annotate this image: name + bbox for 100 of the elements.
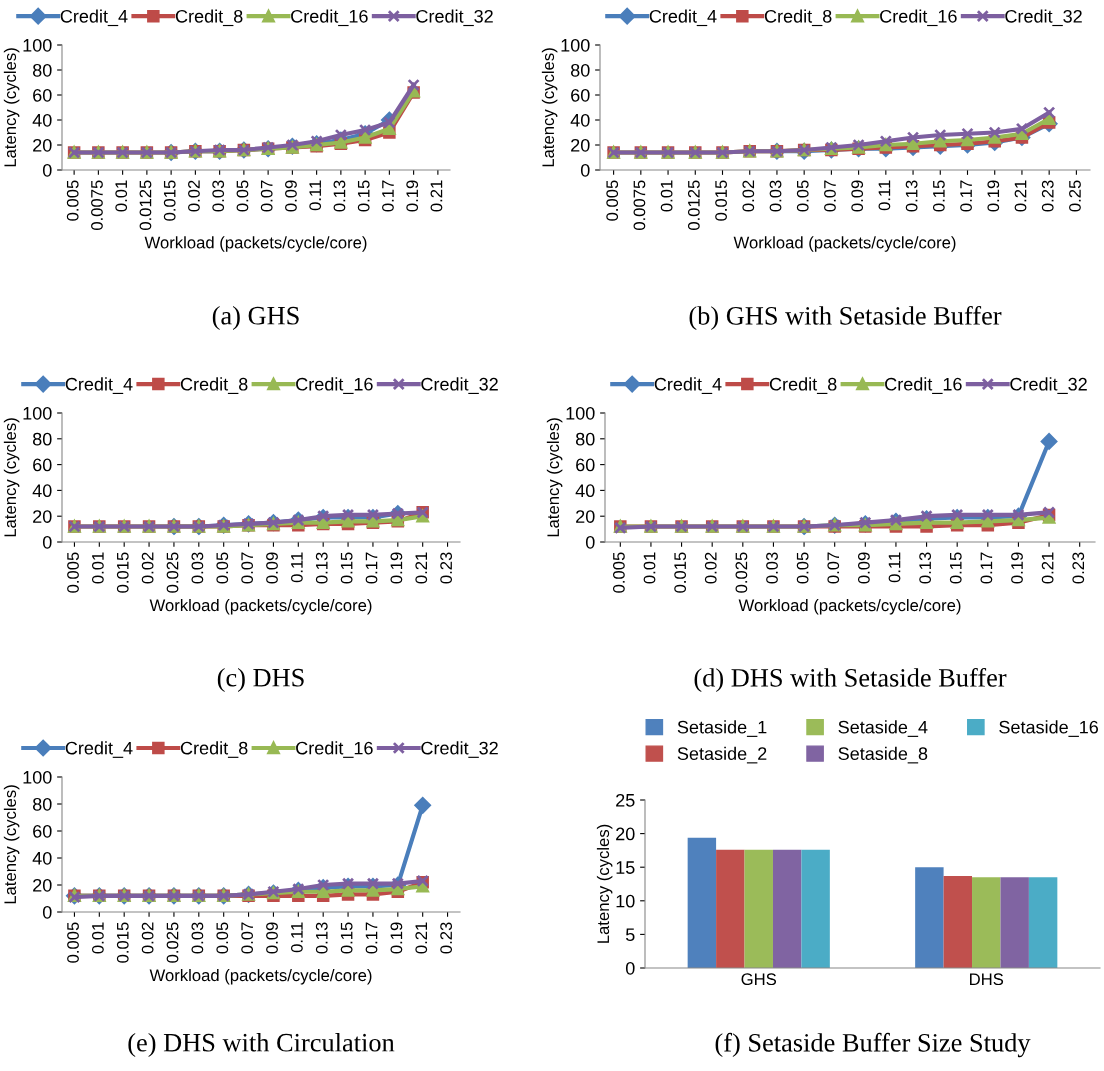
text: (c) DHS (217, 668, 304, 692)
legend-label: Credit_16 (885, 377, 962, 395)
text: (d) DHS with Setaside Buffer (694, 667, 1007, 693)
x-tick-label: 0.19 (1011, 552, 1023, 584)
legend-label: Credit_16 (291, 9, 368, 27)
x-tick-label: 0.21 (1014, 180, 1027, 212)
legend-label: Credit_4 (654, 377, 722, 395)
x-tick-label: 0.21 (430, 180, 443, 212)
x-tick-label: 0.025 (166, 552, 179, 593)
x-tick-label: 0.07 (260, 180, 273, 212)
x-tick-label: 0.11 (309, 180, 322, 211)
y-tick-label: 100 (23, 406, 52, 420)
y-axis-title: Latency (cycles) (3, 418, 20, 537)
x-tick-label: 0.21 (415, 552, 428, 584)
y-tick-label: 60 (33, 824, 52, 838)
x-tick-label: 0.13 (919, 552, 932, 584)
x-tick-label: 0.005 (612, 552, 625, 593)
legend-label: Credit_8 (180, 741, 248, 758)
x-tick-label: 0.09 (851, 180, 864, 212)
legend-label: Setaside_2 (677, 746, 767, 764)
x-axis-title: Workload (packets/cycle/core) (733, 236, 956, 252)
x-tick-label: 0.03 (191, 922, 204, 954)
x-tick-label: 0.13 (905, 180, 918, 212)
y-axis-title: Latency (cycles) (541, 48, 558, 167)
y-tick-label: 20 (616, 827, 635, 841)
x-tick-label: 0.0075 (91, 180, 103, 231)
x-tick-label: 0.07 (241, 552, 254, 584)
y-tick-label: 100 (566, 406, 595, 420)
legend-label: Credit_32 (416, 9, 493, 27)
x-tick-label: 0.21 (415, 922, 428, 954)
x-tick-label: 0.05 (796, 180, 809, 212)
x-tick-label: 0.015 (116, 922, 129, 963)
y-axis-title: Latency (cycles) (596, 824, 613, 943)
x-tick-label: 0.0125 (687, 180, 700, 231)
x-tick-label: 0.0075 (633, 180, 646, 231)
x-axis-title: Workload (packets/cycle/core) (149, 968, 372, 985)
y-tick-label: 100 (23, 770, 52, 784)
y-tick-label: 20 (33, 878, 52, 892)
y-axis-title: Latency (cycles) (3, 48, 20, 167)
x-tick-label: 0.005 (66, 180, 79, 221)
x-tick-label: 0.09 (266, 552, 278, 584)
x-tick-label: DHS (970, 973, 1004, 986)
x-tick-label: 0.025 (166, 922, 179, 963)
legend-label: Setaside_8 (838, 746, 928, 764)
x-tick-label: 0.11 (290, 552, 303, 583)
y-tick-label: 40 (32, 851, 52, 865)
y-tick-label: 80 (575, 432, 595, 446)
x-tick-label: 0.005 (67, 922, 79, 963)
legend-label: Credit_4 (65, 377, 133, 395)
legend-label: Credit_32 (1005, 9, 1082, 27)
y-tick-label: 0 (42, 905, 52, 919)
legend-label: Setaside_16 (999, 720, 1099, 737)
x-tick-label: GHS (741, 973, 777, 986)
y-tick-label: 40 (32, 113, 52, 127)
x-tick-label: 0.19 (390, 922, 403, 954)
x-tick-label: 0.11 (878, 180, 891, 211)
x-tick-label: 0.23 (1041, 180, 1054, 212)
x-tick-label: 0.01 (660, 180, 673, 212)
legend-label: Setaside_4 (838, 720, 928, 737)
x-tick-label: 0.025 (735, 552, 748, 593)
y-tick-label: 60 (571, 88, 590, 102)
x-tick-label: 0.21 (1041, 552, 1054, 584)
legend-label: Credit_4 (649, 9, 717, 27)
legend-label: Credit_8 (180, 377, 248, 395)
text: (b) GHS with Setaside Buffer (689, 305, 1002, 331)
x-tick-label: 0.03 (766, 552, 778, 584)
legend-label: Credit_8 (764, 9, 832, 27)
legend-label: Credit_8 (769, 377, 837, 395)
x-tick-label: 0.11 (290, 922, 303, 953)
x-tick-label: 0.17 (960, 180, 972, 212)
x-tick-label: 0.09 (266, 922, 278, 954)
x-tick-label: 0.07 (827, 552, 840, 584)
x-tick-label: 0.05 (216, 552, 229, 584)
x-tick-label: 0.03 (769, 180, 782, 212)
x-tick-label: 0.05 (236, 180, 249, 212)
x-tick-label: 0.01 (91, 922, 104, 954)
x-tick-label: 0.23 (440, 922, 453, 954)
y-tick-label: 0 (42, 163, 52, 177)
y-tick-label: 60 (33, 458, 52, 472)
x-tick-label: 0.07 (824, 180, 836, 212)
x-tick-label: 0.03 (212, 180, 225, 212)
x-tick-label: 0.17 (980, 552, 993, 584)
x-tick-label: 0.05 (216, 922, 229, 954)
y-tick-label: 80 (570, 63, 590, 77)
y-axis-title: Latency (cycles) (3, 785, 20, 904)
y-tick-label: 80 (32, 432, 52, 446)
x-tick-label: 0.17 (365, 552, 378, 584)
y-tick-label: 100 (23, 38, 52, 52)
legend-label: Setaside_1 (677, 720, 767, 737)
y-tick-label: 40 (570, 113, 590, 127)
y-tick-label: 80 (32, 797, 52, 811)
x-tick-label: 0.09 (285, 180, 297, 212)
x-tick-label: 0.01 (643, 552, 656, 584)
x-tick-label: 0.19 (406, 180, 419, 212)
y-tick-label: 20 (33, 138, 52, 152)
x-tick-label: 0.01 (91, 552, 104, 584)
y-tick-label: 15 (616, 861, 635, 874)
y-tick-label: 60 (33, 88, 52, 102)
legend-label: Credit_16 (296, 741, 373, 758)
x-tick-label: 0.09 (857, 552, 870, 584)
